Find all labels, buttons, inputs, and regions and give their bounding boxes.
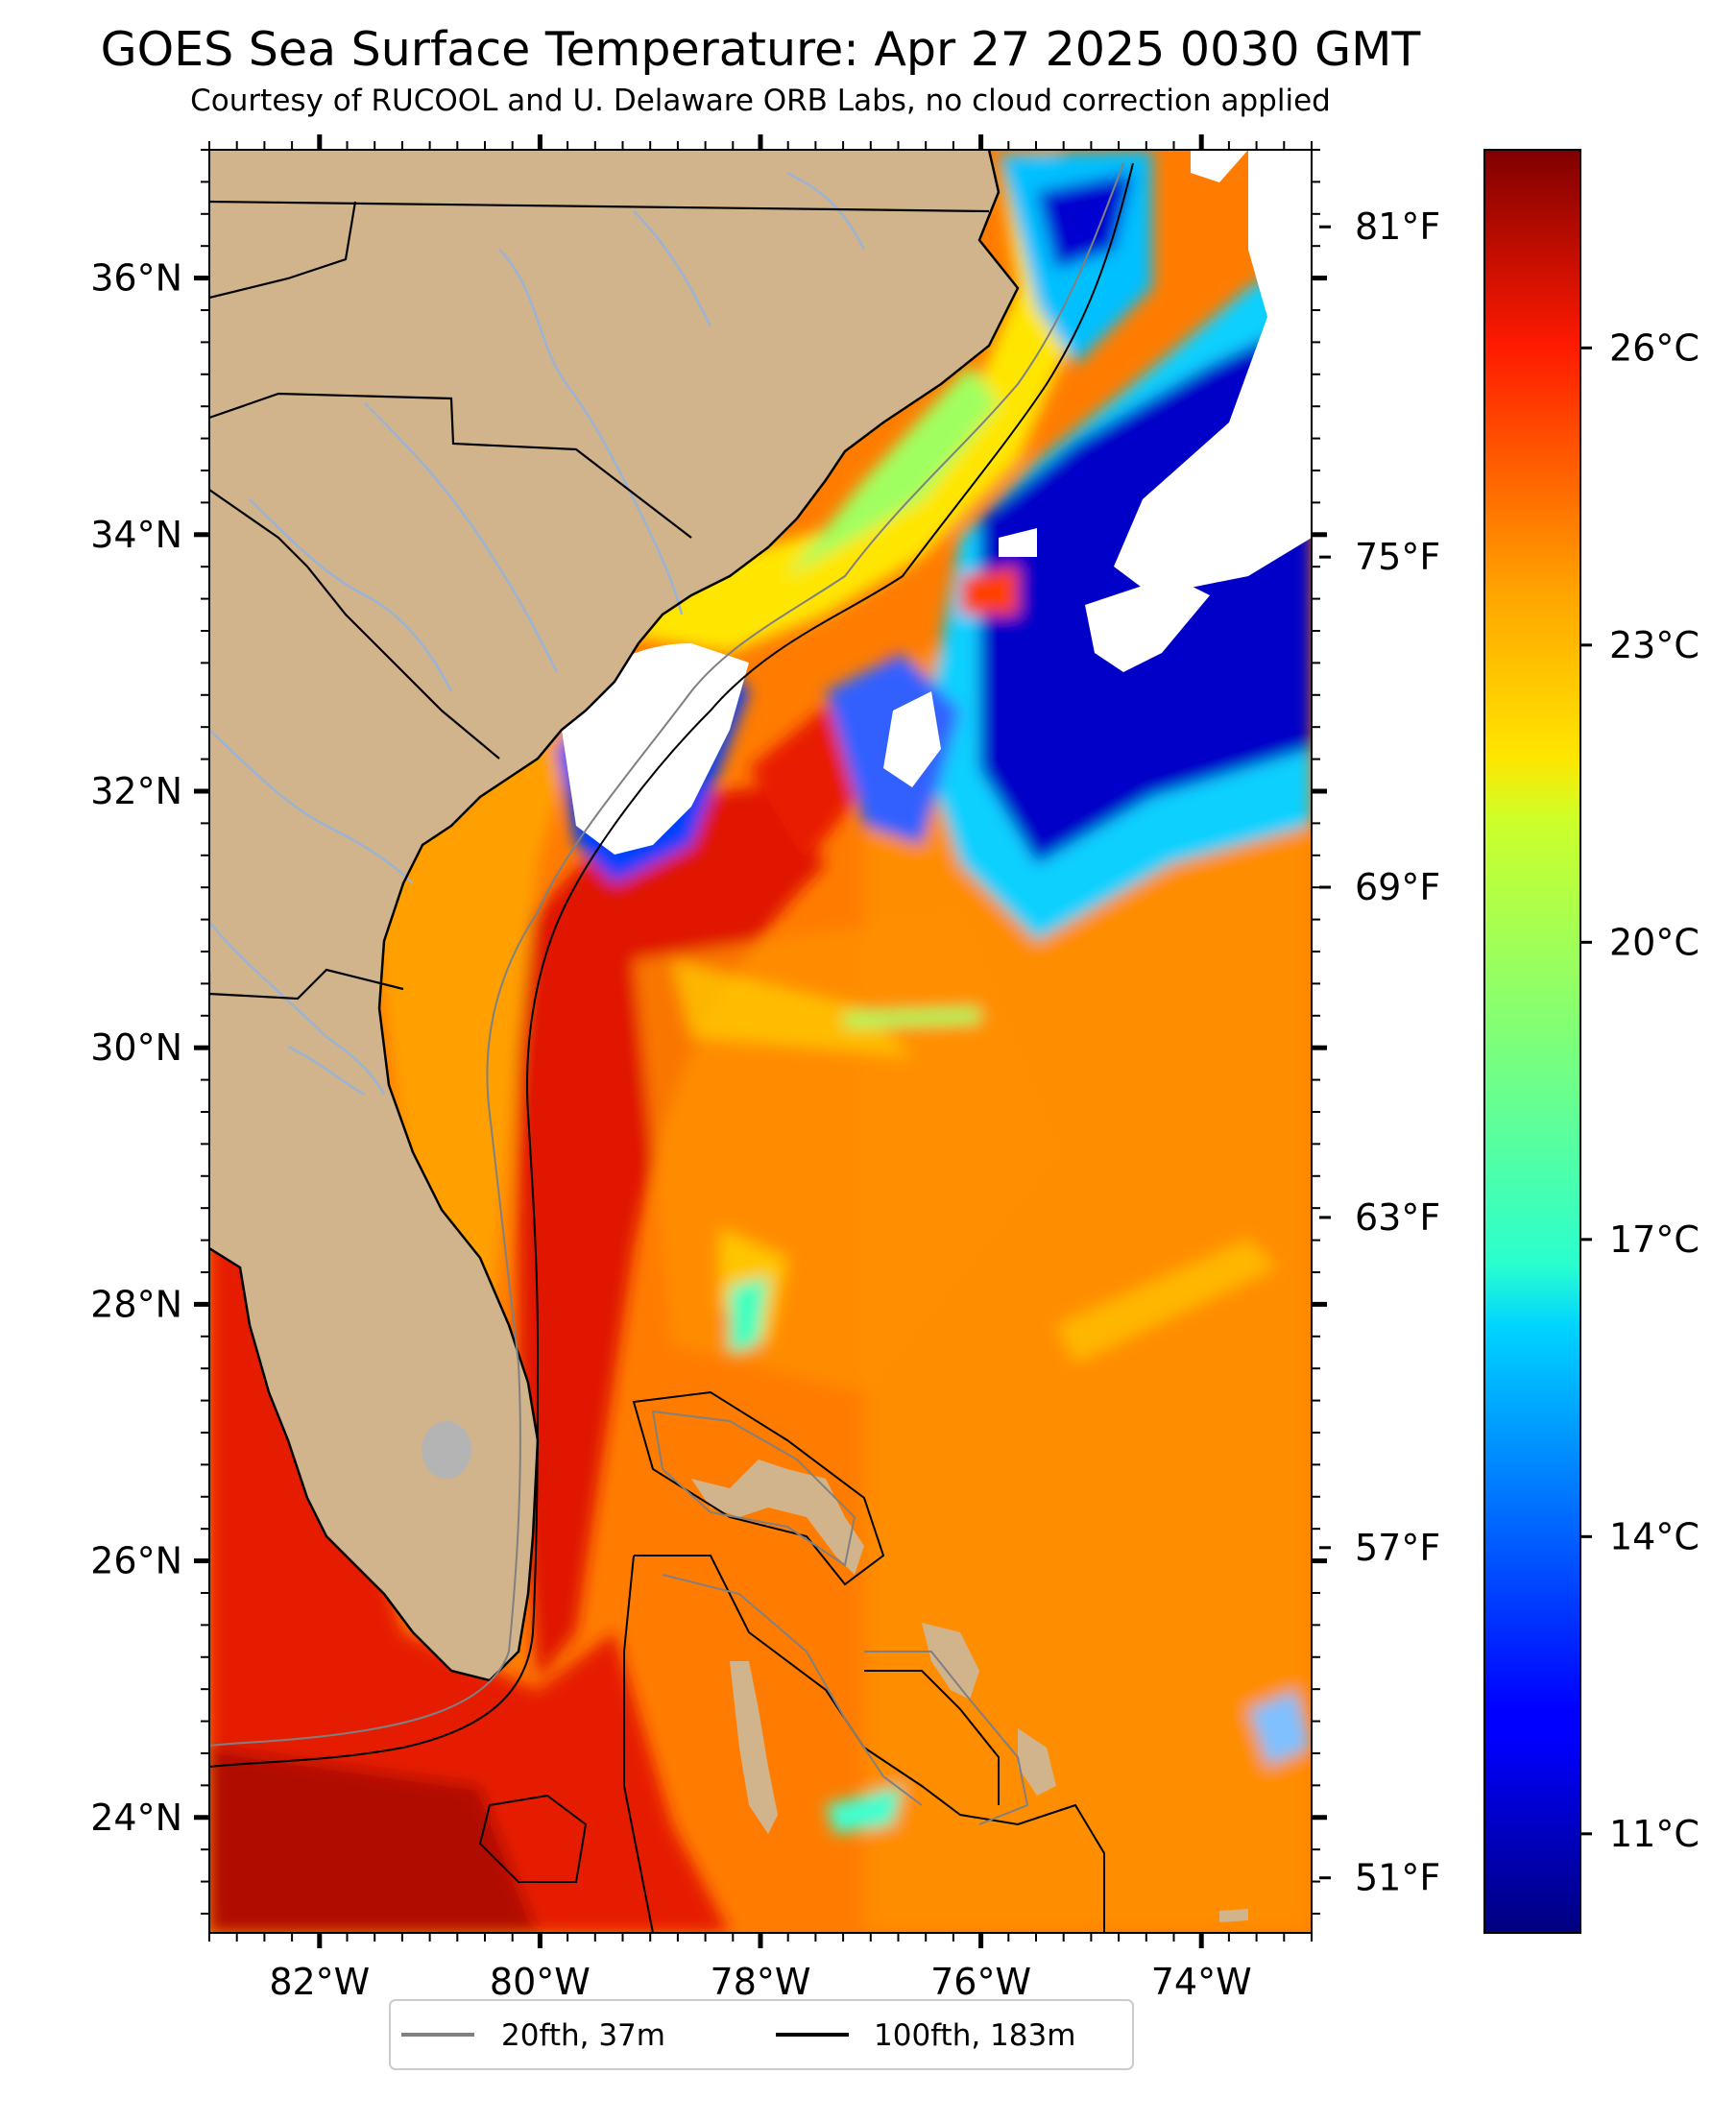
- bahamas-island: [922, 1623, 979, 1700]
- fahrenheit-tick-label: 75°F: [1355, 536, 1440, 578]
- fahrenheit-tick-label: 81°F: [1355, 205, 1440, 248]
- legend-label-20fth: 20fth, 37m: [501, 2018, 665, 2053]
- celsius-tick-label: 26°C: [1609, 326, 1700, 369]
- map-title: GOES Sea Surface Temperature: Apr 27 202…: [101, 22, 1422, 77]
- x-tick-label: 80°W: [490, 1961, 591, 2003]
- colorbar: [1483, 149, 1581, 1934]
- y-tick-label: 24°N: [90, 1797, 182, 1839]
- y-tick-label: 34°N: [90, 514, 182, 556]
- bahamas-island: [1219, 1909, 1248, 1922]
- celsius-tick-label: 23°C: [1609, 624, 1700, 666]
- legend: 20fth, 37m 100fth, 183m: [389, 1999, 1134, 2070]
- colorbar-ticks: 11°C 14°C 17°C 20°C 23°C 26°C 51°F 57°F 63°F 69°F…: [1319, 205, 1700, 1899]
- x-tick-label: 82°W: [269, 1961, 370, 2003]
- celsius-tick-label: 17°C: [1609, 1218, 1700, 1261]
- fahrenheit-tick-label: 57°F: [1355, 1527, 1440, 1569]
- bahamas-island: [691, 1460, 864, 1575]
- isobath-100fth: [209, 162, 1134, 1933]
- rivers: [209, 171, 866, 1097]
- land-mass: [209, 150, 1248, 1922]
- y-tick-label: 36°N: [90, 257, 182, 300]
- x-tick-label: 74°W: [1151, 1961, 1252, 2003]
- bahamas-island: [730, 1661, 778, 1834]
- sst-map: [209, 150, 1312, 1933]
- map-ticks: 82°W 80°W 78°W 76°W 74°W 24°N 26°N 28°N 30°N 32°N…: [90, 134, 1327, 2003]
- us-southeast-land: [209, 150, 1018, 1680]
- fahrenheit-tick-label: 69°F: [1355, 866, 1440, 908]
- celsius-tick-label: 14°C: [1609, 1515, 1700, 1557]
- y-tick-label: 26°N: [90, 1540, 182, 1582]
- x-tick-label: 78°W: [711, 1961, 811, 2003]
- fahrenheit-tick-label: 51°F: [1355, 1857, 1440, 1899]
- isobath-20fth: [209, 162, 1124, 1825]
- fahrenheit-tick-label: 63°F: [1355, 1196, 1440, 1239]
- state-borders: [209, 200, 990, 1001]
- y-tick-label: 32°N: [90, 770, 182, 812]
- cloud-mask: [562, 150, 1312, 855]
- legend-box: [389, 1999, 1134, 2070]
- map-subtitle: Courtesy of RUCOOL and U. Delaware ORB L…: [190, 84, 1331, 118]
- celsius-tick-label: 11°C: [1609, 1813, 1700, 1855]
- y-tick-label: 28°N: [90, 1283, 182, 1325]
- celsius-tick-label: 20°C: [1609, 921, 1700, 963]
- y-tick-label: 30°N: [90, 1026, 182, 1069]
- legend-label-100fth: 100fth, 183m: [874, 2018, 1075, 2053]
- lake-okeechobee: [422, 1421, 471, 1479]
- x-tick-label: 76°W: [930, 1961, 1031, 2003]
- bahamas-island: [1018, 1728, 1056, 1796]
- coastline: [209, 150, 1020, 1682]
